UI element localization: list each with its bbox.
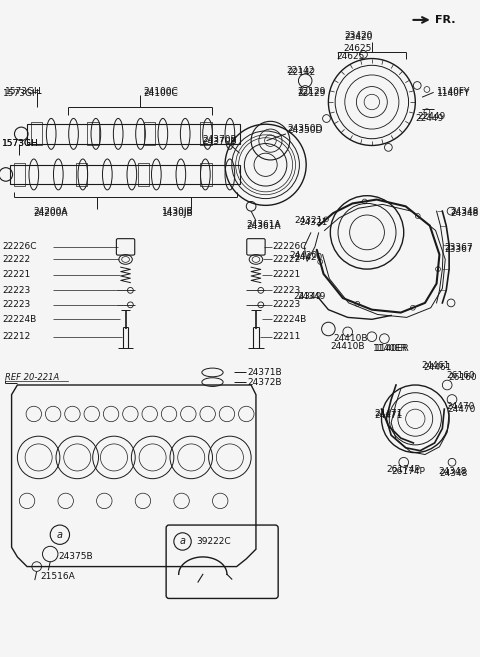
Text: 1573GH: 1573GH bbox=[5, 87, 42, 96]
Text: a: a bbox=[57, 530, 63, 539]
Text: 24471: 24471 bbox=[375, 411, 403, 420]
Bar bbox=[10, 165, 240, 184]
Text: 22221: 22221 bbox=[2, 271, 30, 279]
Bar bbox=[138, 163, 149, 186]
Bar bbox=[13, 163, 25, 186]
Text: 1140FY: 1140FY bbox=[437, 89, 470, 98]
Text: 22224B: 22224B bbox=[2, 315, 36, 324]
Bar bbox=[76, 163, 87, 186]
Text: 24348: 24348 bbox=[439, 467, 467, 476]
Text: 22222: 22222 bbox=[2, 255, 30, 264]
Text: 1573GH: 1573GH bbox=[2, 139, 39, 148]
Text: 24370B: 24370B bbox=[203, 137, 238, 146]
Text: 24470: 24470 bbox=[447, 405, 476, 414]
Text: 24420: 24420 bbox=[290, 251, 318, 260]
Text: 24349: 24349 bbox=[298, 292, 326, 301]
Text: 26174P: 26174P bbox=[386, 466, 420, 474]
Text: 1430JB: 1430JB bbox=[162, 207, 194, 215]
Text: 22211: 22211 bbox=[272, 332, 301, 341]
Text: 24625: 24625 bbox=[343, 45, 371, 53]
Text: 26174P: 26174P bbox=[391, 467, 425, 476]
Text: 24372B: 24372B bbox=[247, 378, 282, 386]
Text: 24470: 24470 bbox=[446, 401, 475, 411]
Text: 22221: 22221 bbox=[272, 271, 300, 279]
Text: 24361A: 24361A bbox=[246, 222, 281, 231]
Text: 22223: 22223 bbox=[272, 286, 300, 295]
Text: 24321: 24321 bbox=[300, 218, 328, 227]
Text: 24100C: 24100C bbox=[143, 89, 178, 98]
Text: 22222: 22222 bbox=[272, 255, 300, 264]
Text: 24349: 24349 bbox=[294, 292, 322, 301]
Text: 22129: 22129 bbox=[298, 87, 326, 96]
Text: 26160: 26160 bbox=[446, 371, 475, 380]
Text: 22223: 22223 bbox=[2, 300, 30, 309]
Text: REF 20-221A: REF 20-221A bbox=[5, 373, 59, 382]
Text: 24461: 24461 bbox=[423, 363, 451, 372]
Text: 26160: 26160 bbox=[448, 373, 477, 382]
Text: 24200A: 24200A bbox=[34, 207, 68, 215]
Bar bbox=[87, 122, 99, 145]
Text: 23420: 23420 bbox=[345, 33, 373, 42]
Text: 24200A: 24200A bbox=[34, 208, 68, 217]
Text: 24100C: 24100C bbox=[143, 87, 178, 96]
Text: 1140ER: 1140ER bbox=[373, 344, 408, 353]
Bar bbox=[144, 122, 155, 145]
Text: 1140ER: 1140ER bbox=[375, 344, 409, 353]
Text: 22226C: 22226C bbox=[2, 242, 36, 252]
Text: 24410B: 24410B bbox=[330, 342, 365, 351]
Text: 24370B: 24370B bbox=[203, 135, 238, 144]
Text: 24420: 24420 bbox=[295, 253, 323, 262]
Text: 24348: 24348 bbox=[440, 469, 468, 478]
Bar bbox=[200, 163, 212, 186]
Text: 21516A: 21516A bbox=[41, 572, 75, 581]
Text: 24350D: 24350D bbox=[288, 124, 323, 133]
Text: FR.: FR. bbox=[434, 15, 455, 25]
Text: 23367: 23367 bbox=[444, 245, 473, 254]
Text: 22226C: 22226C bbox=[272, 242, 307, 252]
Text: 22449: 22449 bbox=[415, 114, 444, 123]
Text: 23420: 23420 bbox=[345, 31, 373, 40]
Bar bbox=[200, 122, 212, 145]
Bar bbox=[31, 122, 43, 145]
Text: 23367: 23367 bbox=[444, 243, 473, 252]
Text: 1140FY: 1140FY bbox=[437, 87, 470, 96]
Text: 22224B: 22224B bbox=[272, 315, 307, 324]
Text: 22142: 22142 bbox=[286, 66, 314, 75]
Text: 24410B: 24410B bbox=[333, 334, 368, 343]
Text: 24348: 24348 bbox=[450, 208, 479, 217]
Text: 22142: 22142 bbox=[288, 68, 316, 77]
Text: 22212: 22212 bbox=[2, 332, 30, 341]
Text: 24375B: 24375B bbox=[58, 553, 93, 562]
Text: 1573GH: 1573GH bbox=[2, 139, 39, 148]
Text: 39222C: 39222C bbox=[196, 537, 231, 546]
Text: a: a bbox=[180, 537, 186, 547]
Bar bbox=[27, 124, 240, 143]
Text: 24348: 24348 bbox=[450, 207, 479, 215]
Text: 22129: 22129 bbox=[298, 89, 326, 98]
Text: 24371B: 24371B bbox=[247, 368, 282, 377]
Text: 24321: 24321 bbox=[295, 216, 323, 225]
Text: 1573GH: 1573GH bbox=[3, 89, 40, 98]
Text: 22449: 22449 bbox=[417, 112, 445, 121]
Text: 24361A: 24361A bbox=[246, 220, 281, 229]
Text: 24350D: 24350D bbox=[288, 125, 323, 135]
Text: 22223: 22223 bbox=[2, 286, 30, 295]
Text: 22223: 22223 bbox=[272, 300, 300, 309]
Text: 1430JB: 1430JB bbox=[162, 208, 194, 217]
Text: 24625: 24625 bbox=[336, 52, 364, 61]
Text: 24461: 24461 bbox=[421, 361, 449, 370]
Text: 24471: 24471 bbox=[375, 409, 403, 419]
